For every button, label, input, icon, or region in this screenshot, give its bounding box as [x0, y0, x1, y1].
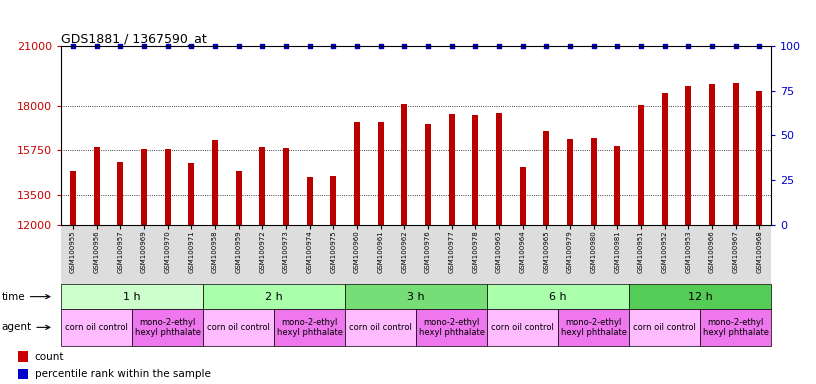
Text: 2 h: 2 h	[265, 291, 283, 302]
Bar	[330, 176, 336, 225]
Point	[137, 43, 150, 49]
Bar	[472, 114, 478, 225]
Bar	[567, 139, 573, 225]
Text: corn oil control: corn oil control	[207, 323, 270, 332]
Point	[539, 43, 552, 49]
Bar	[203, 309, 274, 346]
Bar	[756, 91, 762, 225]
Point	[635, 43, 648, 49]
Bar	[165, 149, 171, 225]
Bar	[700, 309, 771, 346]
Bar	[283, 148, 289, 225]
Bar	[345, 309, 416, 346]
Bar	[662, 93, 667, 225]
Bar	[236, 171, 242, 225]
Bar	[558, 309, 629, 346]
Text: mono-2-ethyl
hexyl phthalate: mono-2-ethyl hexyl phthalate	[419, 318, 485, 337]
Bar	[733, 83, 738, 225]
Bar	[449, 114, 455, 225]
Bar	[94, 147, 100, 225]
Text: agent: agent	[2, 322, 50, 333]
Bar	[614, 146, 620, 225]
Bar	[629, 284, 771, 309]
Point	[232, 43, 245, 49]
Bar	[259, 147, 265, 225]
Bar	[487, 284, 629, 309]
Point	[255, 43, 268, 49]
Bar	[520, 167, 526, 225]
Text: count: count	[34, 352, 64, 362]
Point	[350, 43, 363, 49]
Point	[492, 43, 505, 49]
Bar	[709, 84, 715, 225]
Point	[705, 43, 718, 49]
Text: corn oil control: corn oil control	[65, 323, 128, 332]
Bar	[132, 309, 203, 346]
Point	[184, 43, 197, 49]
Text: percentile rank within the sample: percentile rank within the sample	[34, 369, 211, 379]
Bar	[401, 104, 407, 225]
Text: mono-2-ethyl
hexyl phthalate: mono-2-ethyl hexyl phthalate	[703, 318, 769, 337]
Point	[90, 43, 103, 49]
Bar	[487, 309, 558, 346]
Bar	[61, 284, 203, 309]
Point	[374, 43, 387, 49]
Text: corn oil control: corn oil control	[633, 323, 696, 332]
Point	[681, 43, 694, 49]
Bar	[70, 171, 76, 225]
Bar	[378, 122, 384, 225]
Bar	[638, 104, 644, 225]
Text: 3 h: 3 h	[407, 291, 425, 302]
Point	[752, 43, 765, 49]
Text: 1 h: 1 h	[123, 291, 141, 302]
Point	[66, 43, 80, 49]
Point	[587, 43, 600, 49]
Point	[610, 43, 623, 49]
Bar	[274, 309, 345, 346]
Point	[326, 43, 339, 49]
Bar	[18, 369, 28, 379]
Text: mono-2-ethyl
hexyl phthalate: mono-2-ethyl hexyl phthalate	[135, 318, 201, 337]
Point	[563, 43, 576, 49]
Point	[279, 43, 292, 49]
Text: time: time	[2, 291, 50, 302]
Point	[729, 43, 742, 49]
Bar	[141, 149, 147, 225]
Bar	[345, 284, 487, 309]
Bar	[307, 177, 313, 225]
Point	[468, 43, 481, 49]
Bar	[118, 162, 123, 225]
Point	[658, 43, 671, 49]
Bar	[61, 309, 132, 346]
Text: 12 h: 12 h	[688, 291, 712, 302]
Bar	[629, 309, 700, 346]
Text: GDS1881 / 1367590_at: GDS1881 / 1367590_at	[61, 32, 207, 45]
Bar	[354, 122, 360, 225]
Bar	[416, 309, 487, 346]
Point	[445, 43, 458, 49]
Text: 6 h: 6 h	[549, 291, 567, 302]
Bar	[18, 351, 28, 362]
Bar	[496, 113, 502, 225]
Text: mono-2-ethyl
hexyl phthalate: mono-2-ethyl hexyl phthalate	[561, 318, 627, 337]
Text: mono-2-ethyl
hexyl phthalate: mono-2-ethyl hexyl phthalate	[277, 318, 343, 337]
Text: corn oil control: corn oil control	[491, 323, 554, 332]
Bar	[425, 124, 431, 225]
Bar	[591, 138, 596, 225]
Bar	[212, 140, 218, 225]
Bar	[188, 163, 194, 225]
Bar	[685, 86, 691, 225]
Bar	[543, 131, 549, 225]
Text: corn oil control: corn oil control	[349, 323, 412, 332]
Point	[208, 43, 221, 49]
Point	[516, 43, 529, 49]
Point	[113, 43, 127, 49]
Point	[421, 43, 434, 49]
Point	[161, 43, 175, 49]
Point	[303, 43, 316, 49]
Bar	[203, 284, 345, 309]
Point	[397, 43, 410, 49]
